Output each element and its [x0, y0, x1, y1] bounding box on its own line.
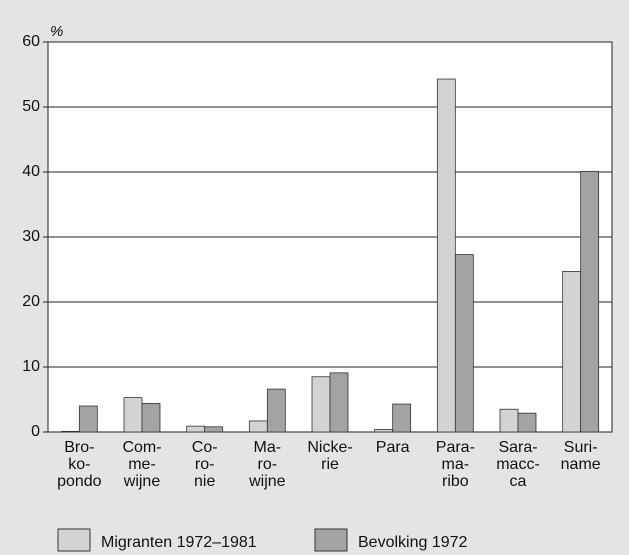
bar	[186, 425, 206, 433]
y-tick-label: 40	[22, 163, 40, 180]
bar	[60, 430, 80, 433]
bar	[329, 372, 349, 433]
bar	[436, 78, 456, 433]
x-tick-label: ca	[510, 473, 527, 490]
y-tick-label: 0	[31, 423, 40, 440]
x-tick-label: ma-	[442, 456, 470, 473]
x-tick-label: wijne	[123, 473, 161, 490]
y-tick-label: 60	[22, 33, 40, 50]
legend-swatch	[57, 528, 91, 552]
bar	[141, 402, 161, 433]
x-tick-label: ro-	[258, 456, 278, 473]
x-tick-label: nie	[194, 473, 215, 490]
y-tick-label: 20	[22, 293, 40, 310]
unit-label: %	[50, 23, 63, 40]
x-tick-label: ribo	[442, 473, 469, 490]
legend-label: Bevolking 1972	[358, 534, 468, 551]
bar	[248, 420, 268, 433]
x-tick-label: Suri-	[564, 439, 598, 456]
x-tick-label: Nicke-	[307, 439, 352, 456]
legend-label: Migranten 1972–1981	[101, 534, 257, 551]
y-tick-label: 50	[22, 98, 40, 115]
bar	[580, 170, 600, 433]
bar	[392, 403, 412, 433]
x-tick-label: Com-	[122, 439, 161, 456]
x-tick-label: Para-	[436, 439, 475, 456]
bar	[311, 376, 331, 433]
x-tick-label: rie	[321, 456, 339, 473]
y-tick-label: 30	[22, 228, 40, 245]
y-tick-label: 10	[22, 358, 40, 375]
bar	[204, 426, 224, 433]
x-tick-label: macc-	[496, 456, 540, 473]
x-tick-label: Bro-	[64, 439, 94, 456]
x-tick-label: ko-	[68, 456, 90, 473]
x-tick-label: Sara-	[498, 439, 537, 456]
x-tick-label: Para	[376, 439, 410, 456]
bar	[517, 412, 537, 433]
bar	[374, 428, 394, 433]
x-tick-label: wijne	[248, 473, 286, 490]
x-tick-label: ro-	[195, 456, 215, 473]
x-tick-label: name	[561, 456, 601, 473]
bar	[454, 254, 474, 433]
x-tick-label: me-	[128, 456, 156, 473]
bar	[123, 397, 143, 433]
bar	[499, 408, 519, 433]
bar	[266, 388, 286, 433]
bar	[78, 405, 98, 433]
bar	[562, 271, 582, 433]
x-tick-label: pondo	[57, 473, 102, 490]
x-tick-label: Ma-	[254, 439, 282, 456]
x-tick-label: Co-	[192, 439, 218, 456]
legend-swatch	[314, 528, 348, 552]
